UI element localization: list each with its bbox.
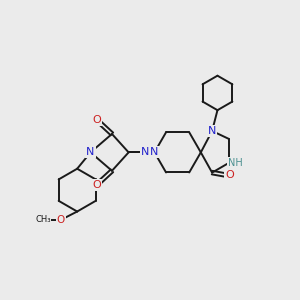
- Text: N: N: [208, 126, 216, 136]
- Text: O: O: [225, 170, 234, 180]
- Text: N: N: [141, 147, 149, 158]
- Text: N: N: [86, 147, 95, 158]
- Text: NH: NH: [228, 158, 243, 168]
- Text: CH₃: CH₃: [35, 215, 51, 224]
- Text: O: O: [57, 215, 65, 225]
- Text: N: N: [150, 147, 159, 158]
- Text: O: O: [92, 115, 101, 125]
- Text: O: O: [92, 180, 101, 190]
